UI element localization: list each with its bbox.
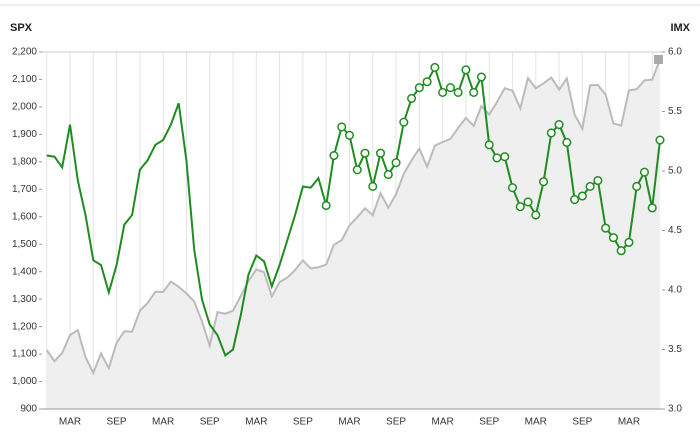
y2-axis-title: IMX (670, 22, 690, 34)
point (375, 148, 386, 158)
point (352, 165, 362, 175)
x-tick-label: MAR (152, 417, 174, 428)
x-tick-label: MAR (618, 417, 640, 428)
y-tick-label: 2,000 (12, 102, 37, 113)
point (430, 62, 440, 73)
point (329, 150, 339, 161)
point (391, 158, 401, 168)
point (484, 140, 494, 150)
y-tick-label: 1,300 (12, 294, 37, 305)
x-tick-label: SEP (572, 417, 592, 428)
point (655, 135, 665, 145)
point (438, 87, 448, 98)
point (368, 181, 378, 192)
x-tick-label: SEP (107, 417, 127, 428)
point (414, 83, 424, 93)
y-tick-label: 1,200 (12, 321, 37, 332)
point (344, 130, 355, 140)
point (562, 137, 572, 147)
point (616, 246, 626, 256)
point (632, 181, 642, 192)
x-tick-label: SEP (293, 417, 313, 428)
y2-tick-label: 5.0 (668, 166, 682, 177)
point (461, 65, 471, 75)
x-tick-label: MAR (432, 417, 454, 428)
point (453, 87, 463, 98)
y-tick-label: 1,000 (12, 376, 37, 387)
point (601, 223, 611, 233)
point (507, 183, 518, 193)
point (360, 148, 370, 158)
y-tick-label: 900 (20, 404, 37, 415)
y-axis-title: SPX (10, 22, 33, 34)
point (476, 72, 486, 82)
y2-tick-label: 5.5 (668, 106, 682, 117)
y-tick-label: 1,500 (12, 239, 37, 250)
point (585, 181, 595, 192)
x-tick-label: MAR (338, 417, 360, 428)
point (639, 167, 650, 177)
point (523, 197, 533, 207)
point (399, 117, 409, 127)
x-tick-label: SEP (386, 417, 406, 428)
point (321, 200, 331, 211)
point (624, 237, 634, 247)
scroll-handle (654, 55, 663, 64)
point (337, 122, 347, 132)
point (500, 152, 510, 162)
point (492, 153, 502, 163)
point (422, 77, 432, 87)
x-tick-label: MAR (525, 417, 547, 428)
y-tick-label: 1,700 (12, 184, 37, 195)
y-tick-label: 1,900 (12, 129, 37, 140)
area-line (45, 58, 661, 376)
point (554, 120, 564, 130)
y-tick-label: 1,600 (12, 211, 37, 222)
point (647, 203, 657, 213)
point (469, 87, 479, 98)
point (593, 175, 603, 186)
point (539, 177, 549, 187)
point (515, 202, 525, 212)
y2-tick-label: 6.0 (668, 47, 682, 58)
y2-tick-label: 3.0 (668, 404, 682, 415)
point (383, 170, 393, 180)
point (531, 210, 541, 220)
y-tick-label: 1,100 (12, 349, 37, 360)
y2-tick-label: 4.5 (668, 225, 682, 236)
y-tick-label: 1,800 (12, 156, 37, 167)
point (546, 128, 556, 138)
y-tick-label: 2,200 (12, 47, 37, 58)
x-tick-label: MAR (59, 417, 81, 428)
y-tick-label: 2,100 (12, 74, 37, 85)
y2-tick-label: 4.0 (668, 285, 682, 296)
point (570, 195, 580, 205)
x-tick-label: SEP (200, 417, 220, 428)
y2-tick-label: 3.5 (668, 344, 682, 355)
point (445, 83, 455, 93)
point (407, 93, 417, 103)
x-tick-label: SEP (479, 417, 499, 428)
point (608, 233, 618, 243)
point (577, 191, 587, 201)
x-tick-label: MAR (245, 417, 267, 428)
area-fill (46, 59, 660, 409)
y-tick-label: 1,400 (12, 266, 37, 277)
line (46, 102, 328, 358)
